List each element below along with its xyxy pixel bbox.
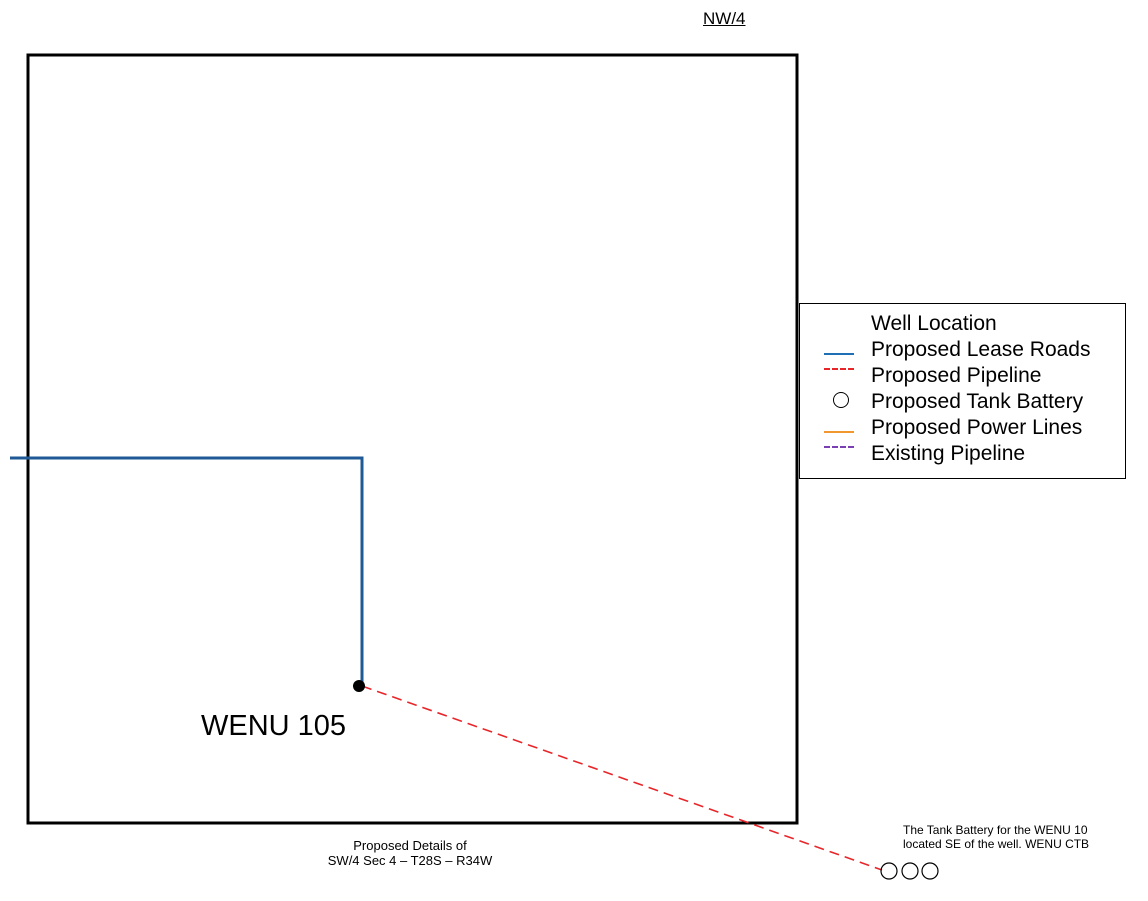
solid-line-icon — [824, 353, 854, 355]
well-name-label: WENU 105 — [201, 710, 347, 742]
note-line-1: The Tank Battery for the WENU 10 — [903, 823, 1088, 837]
tank-battery — [880, 862, 939, 880]
legend-label: Proposed Pipeline — [871, 364, 1042, 387]
solid-line-icon — [824, 431, 854, 433]
map-caption: Proposed Details of SW/4 Sec 4 – T28S – … — [300, 838, 520, 868]
legend-item-existing-pipeline: Existing Pipeline — [800, 442, 1125, 466]
legend-label: Proposed Lease Roads — [871, 338, 1091, 361]
legend-label: Well Location — [871, 312, 997, 335]
legend-symbol-solid-line — [822, 338, 862, 362]
legend-symbol-dashed-line — [822, 364, 862, 388]
proposed-pipeline — [361, 685, 883, 871]
legend-item-proposed-pipeline: Proposed Pipeline — [800, 364, 1125, 388]
well-location-marker — [353, 680, 365, 692]
lease-road — [10, 456, 364, 683]
legend-item-lease-roads: Proposed Lease Roads — [800, 338, 1125, 362]
legend-symbol-circle — [822, 390, 862, 414]
tank-battery-note: The Tank Battery for the WENU 10 located… — [903, 823, 1148, 851]
caption-line-1: Proposed Details of — [353, 838, 467, 853]
legend-item-tank-battery: Proposed Tank Battery — [800, 390, 1125, 414]
tank-icon — [921, 862, 939, 880]
legend-label: Proposed Power Lines — [871, 416, 1083, 439]
note-line-2: located SE of the well. WENU CTB — [903, 837, 1090, 851]
legend-symbol-dashed-line — [822, 442, 862, 466]
tank-icon — [880, 862, 898, 880]
caption-line-2: SW/4 Sec 4 – T28S – R34W — [327, 853, 493, 868]
legend-label: Proposed Tank Battery — [871, 390, 1084, 413]
circle-icon — [833, 392, 849, 408]
legend-symbol-solid-line — [822, 416, 862, 440]
legend-item-well-location: Well Location — [800, 312, 1125, 336]
dashed-line-icon — [824, 446, 854, 448]
quarter-label-nw: NW/4 — [703, 9, 746, 28]
section-boundary — [26, 53, 799, 825]
dashed-line-icon — [824, 368, 854, 370]
legend-label: Existing Pipeline — [871, 442, 1026, 465]
legend-symbol-none — [822, 312, 862, 336]
map-legend: Well Location Proposed Lease Roads Propo… — [799, 303, 1126, 479]
tank-icon — [901, 862, 919, 880]
legend-item-power-lines: Proposed Power Lines — [800, 416, 1125, 440]
